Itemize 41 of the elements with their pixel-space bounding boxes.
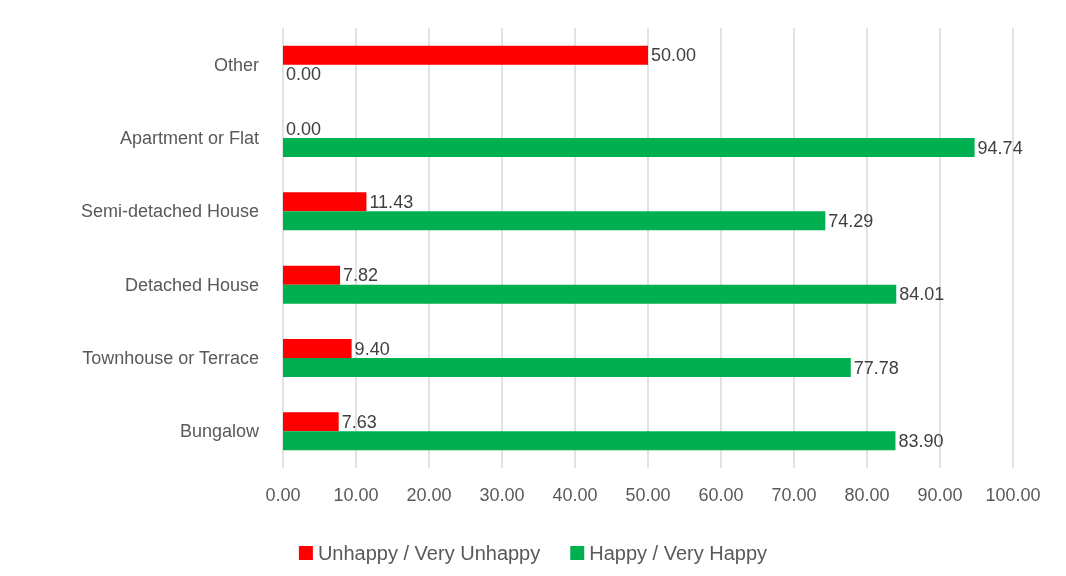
bar — [283, 412, 339, 432]
data-label: 77.78 — [853, 357, 899, 378]
x-tick-label: 10.00 — [333, 485, 379, 505]
x-tick-label: 70.00 — [771, 485, 817, 505]
data-label: 9.40 — [354, 338, 390, 359]
data-label: 11.43 — [369, 191, 414, 212]
x-tick-label: 60.00 — [698, 485, 744, 505]
y-tick-label: Detached House — [124, 274, 259, 295]
x-tick-label: 80.00 — [844, 485, 890, 505]
bar — [283, 431, 896, 451]
y-tick-label: Other — [213, 54, 259, 75]
y-tick-label: Bungalow — [179, 421, 260, 442]
bar — [283, 265, 341, 285]
x-tick-label: 20.00 — [406, 485, 452, 505]
data-label: 0.00 — [286, 64, 322, 85]
bar — [283, 192, 367, 212]
y-tick-label: Semi-detached House — [80, 201, 259, 222]
x-tick-label: 100.00 — [985, 485, 1041, 505]
legend-label: Unhappy / Very Unhappy — [317, 542, 541, 564]
x-tick-label: 50.00 — [625, 485, 671, 505]
data-label: 50.00 — [651, 45, 697, 66]
bar — [283, 45, 648, 65]
y-tick-label: Apartment or Flat — [119, 128, 259, 148]
data-label: 0.00 — [286, 118, 322, 139]
legend-label: Happy / Very Happy — [589, 542, 768, 564]
x-tick-label: 0.00 — [265, 485, 301, 505]
y-tick-label: Townhouse or Terrace — [82, 348, 259, 368]
data-label: 7.63 — [341, 411, 377, 432]
bar — [283, 138, 975, 157]
bar — [283, 339, 352, 358]
data-label: 84.01 — [899, 284, 945, 305]
bar — [283, 358, 851, 377]
data-label: 74.29 — [828, 210, 874, 231]
data-label: 7.82 — [343, 265, 379, 286]
x-tick-label: 30.00 — [479, 485, 525, 505]
x-tick-label: 90.00 — [917, 485, 963, 505]
bar — [283, 211, 826, 231]
data-label: 83.90 — [898, 430, 944, 451]
data-label: 94.74 — [977, 137, 1023, 158]
x-tick-label: 40.00 — [552, 485, 598, 505]
bar — [283, 284, 897, 304]
